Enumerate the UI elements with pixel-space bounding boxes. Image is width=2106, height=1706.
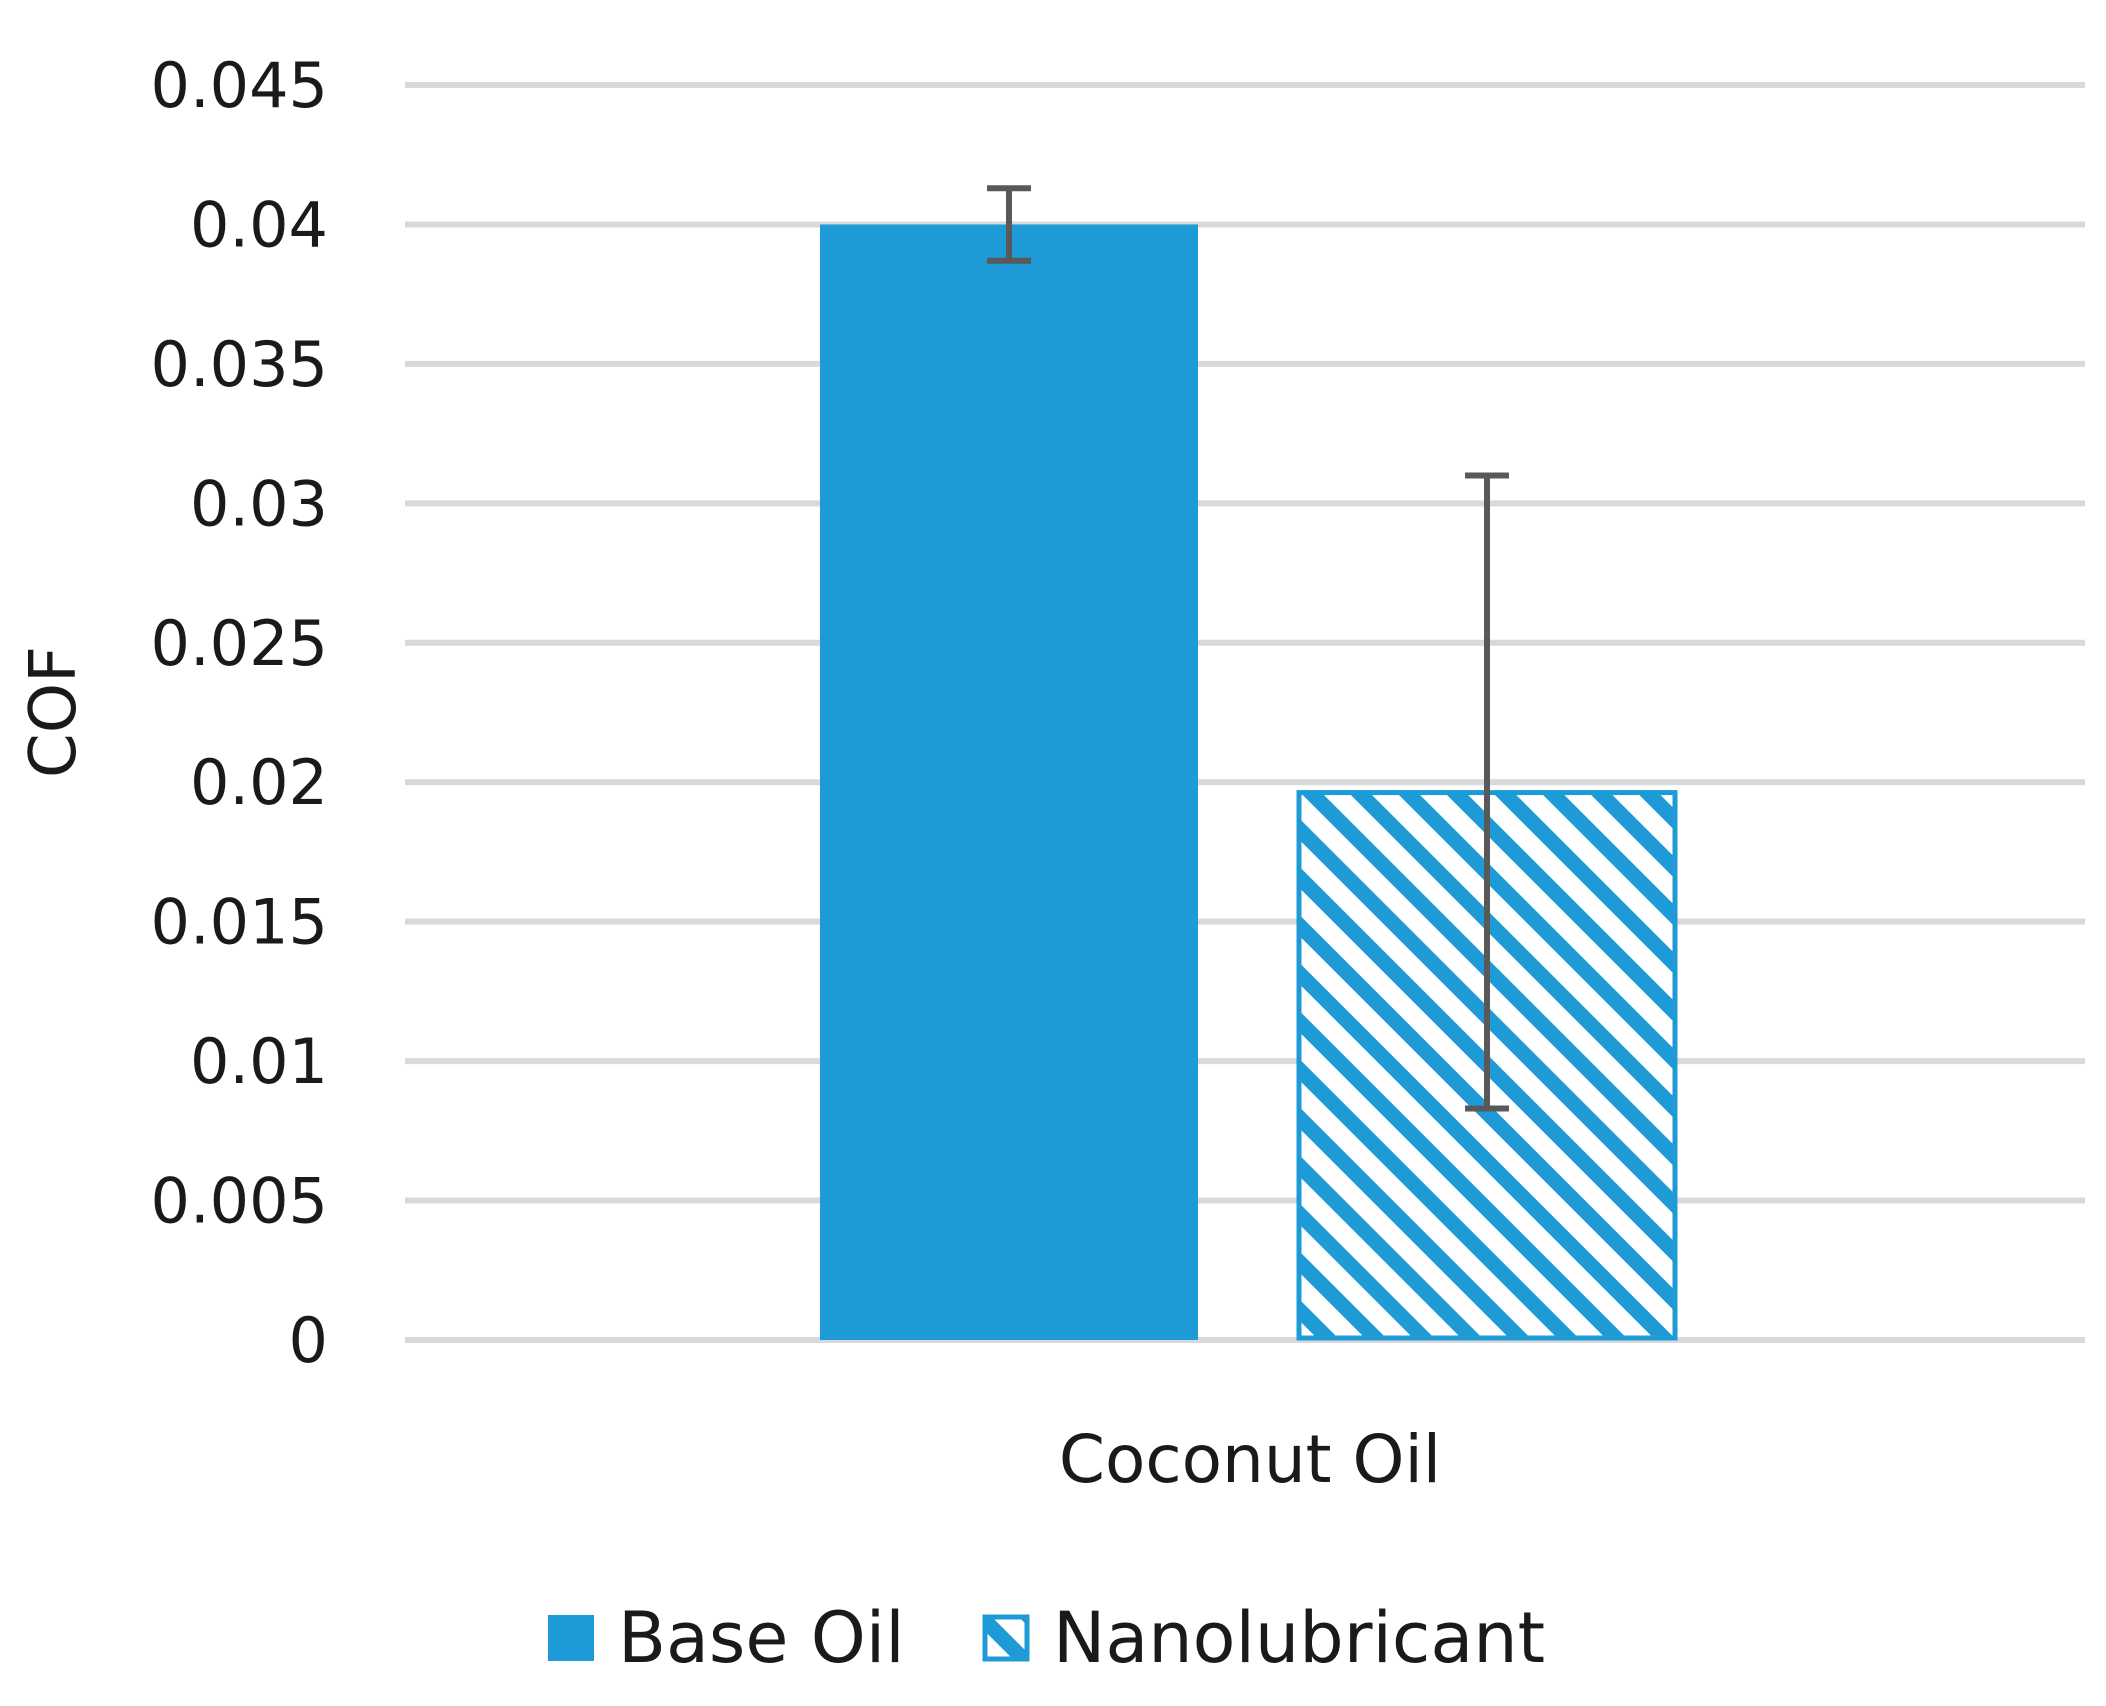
legend: Base Oil Nanolubricant	[548, 1597, 1545, 1679]
y-tick-label: 0.045	[151, 49, 329, 122]
error-bar	[987, 185, 1031, 264]
y-tick-label: 0.04	[190, 188, 328, 261]
y-tick-label: 0.035	[151, 328, 329, 401]
y-tick-label: 0.015	[151, 886, 329, 959]
x-axis-categories: Coconut Oil	[1059, 1421, 1441, 1498]
y-tick-label: 0.03	[190, 467, 328, 540]
bar-base-oil	[820, 224, 1198, 1340]
legend-item: Base Oil	[548, 1597, 905, 1679]
y-axis-ticks: 0 0.005 0.01 0.015 0.02 0.025 0.03 0.035 0.04 0.0…	[151, 49, 329, 1377]
bars	[820, 224, 1678, 1341]
y-tick-label: 0.01	[190, 1025, 328, 1098]
y-tick-label: 0.02	[190, 746, 328, 819]
gridlines	[405, 82, 2085, 1343]
error-bars	[987, 185, 1509, 1112]
y-tick-label: 0	[289, 1304, 328, 1377]
legend-label: Nanolubricant	[1053, 1597, 1545, 1679]
y-axis-title: COF	[17, 646, 91, 778]
legend-swatch	[548, 1615, 594, 1661]
y-tick-label: 0.025	[151, 607, 329, 680]
legend-label: Base Oil	[618, 1597, 905, 1679]
y-tick-label: 0.005	[151, 1165, 329, 1238]
legend-item: Nanolubricant	[982, 1597, 1545, 1679]
error-bar	[1465, 472, 1509, 1112]
x-category-label: Coconut Oil	[1059, 1421, 1441, 1498]
legend-swatch	[982, 1614, 1030, 1662]
